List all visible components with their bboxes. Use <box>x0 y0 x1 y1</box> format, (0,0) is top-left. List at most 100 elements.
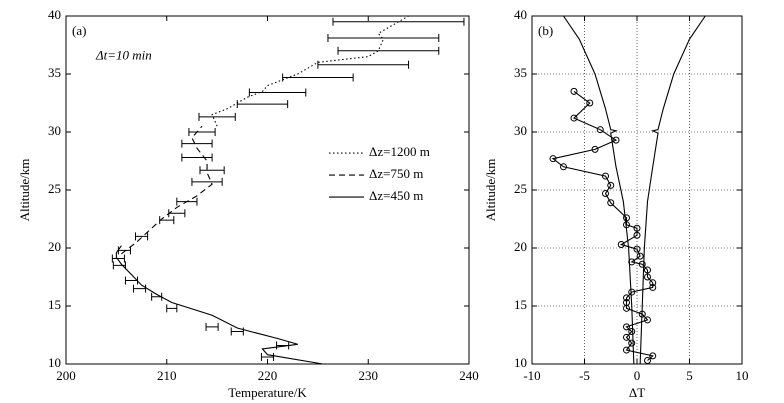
error-bar <box>327 34 440 43</box>
error-bar <box>188 128 216 136</box>
point-marker <box>602 172 609 180</box>
y-tick-label: 15 <box>514 297 527 312</box>
x-tick-label: 230 <box>359 368 379 383</box>
point-marker <box>633 224 641 232</box>
legend-label: Δz=450 m <box>369 188 423 203</box>
x-tick-label: 240 <box>459 368 479 383</box>
point-marker <box>596 126 604 134</box>
error-bar <box>282 73 354 82</box>
point-marker <box>586 99 594 107</box>
legend-label: Δz=750 m <box>369 166 423 181</box>
point-marker <box>636 252 644 260</box>
error-bar <box>181 139 213 148</box>
point-marker <box>623 323 630 331</box>
error-bar <box>205 322 219 331</box>
error-bar <box>276 341 290 350</box>
point-marker <box>628 258 636 266</box>
y-tick-label: 25 <box>48 181 61 196</box>
series-line <box>121 125 213 255</box>
point-marker <box>649 279 657 287</box>
point-marker <box>633 245 641 253</box>
point-marker <box>570 114 578 122</box>
y-tick-label: 20 <box>48 239 61 254</box>
point-marker <box>623 333 630 341</box>
error-bar <box>317 60 410 69</box>
y-axis-label: Altitude/km <box>17 159 32 222</box>
error-bar <box>236 100 289 109</box>
error-bar <box>181 153 213 162</box>
legend-label: Δz=1200 m <box>369 144 430 159</box>
y-tick-label: 30 <box>48 123 61 138</box>
error-bar <box>176 197 198 206</box>
point-marker <box>591 145 599 153</box>
error-bar <box>159 216 175 225</box>
point-marker <box>602 189 609 197</box>
y-tick-label: 40 <box>48 7 61 22</box>
x-axis-label: Temperature/K <box>228 385 307 400</box>
point-marker <box>623 346 630 354</box>
error-bar <box>124 276 139 285</box>
annotation: Δt=10 min <box>95 48 152 63</box>
y-tick-label: 35 <box>48 65 61 80</box>
point-marker <box>607 181 615 189</box>
panel-label: (a) <box>72 23 86 38</box>
x-axis-label: ΔT <box>629 385 645 400</box>
series-line <box>639 15 706 365</box>
point-marker <box>549 155 557 163</box>
point-marker <box>607 199 615 207</box>
point-marker <box>617 241 625 249</box>
y-tick-label: 10 <box>514 355 527 370</box>
point-marker <box>623 304 630 312</box>
point-marker <box>638 310 646 318</box>
panel-label: (b) <box>538 23 553 38</box>
x-tick-label: -10 <box>523 368 540 383</box>
point-marker <box>644 357 651 365</box>
y-axis-label: Altitude/km <box>483 159 498 222</box>
error-bar <box>151 292 163 301</box>
x-tick-label: 0 <box>634 368 641 383</box>
y-tick-label: 35 <box>514 65 527 80</box>
error-bar <box>191 177 223 186</box>
point-marker <box>649 283 657 291</box>
y-tick-label: 15 <box>48 297 61 312</box>
x-tick-label: 5 <box>686 368 693 383</box>
series-line <box>551 90 654 361</box>
x-tick-label: 220 <box>258 368 278 383</box>
error-bar <box>199 166 225 175</box>
error-bar <box>230 327 244 336</box>
series-line <box>211 15 409 127</box>
error-bar <box>112 261 126 270</box>
point-marker <box>623 221 630 229</box>
error-bar <box>198 112 236 121</box>
error-bar <box>166 304 178 313</box>
point-marker <box>570 87 578 95</box>
point-marker <box>623 294 630 302</box>
x-tick-label: 200 <box>56 368 76 383</box>
y-tick-label: 25 <box>514 181 527 196</box>
error-bar <box>111 254 125 263</box>
x-tick-label: 10 <box>736 368 749 383</box>
y-tick-label: 30 <box>514 123 527 138</box>
point-marker <box>628 328 636 336</box>
point-marker <box>649 352 657 360</box>
error-bar <box>135 232 149 241</box>
series-line <box>115 245 324 365</box>
error-bar <box>168 209 186 218</box>
error-bar <box>133 284 147 293</box>
point-marker <box>644 316 651 324</box>
x-tick-label: 210 <box>157 368 177 383</box>
y-tick-label: 10 <box>48 355 61 370</box>
error-bar <box>260 353 275 362</box>
point-marker <box>623 214 630 222</box>
point-marker <box>644 273 651 281</box>
point-marker <box>628 288 636 296</box>
y-tick-label: 40 <box>514 7 527 22</box>
point-marker <box>638 260 646 268</box>
error-bar <box>337 46 440 55</box>
series-line <box>563 15 635 365</box>
error-bar <box>248 88 307 97</box>
x-tick-label: -5 <box>579 368 590 383</box>
point-marker <box>644 266 651 274</box>
point-marker <box>633 231 641 239</box>
error-bar <box>117 246 131 255</box>
